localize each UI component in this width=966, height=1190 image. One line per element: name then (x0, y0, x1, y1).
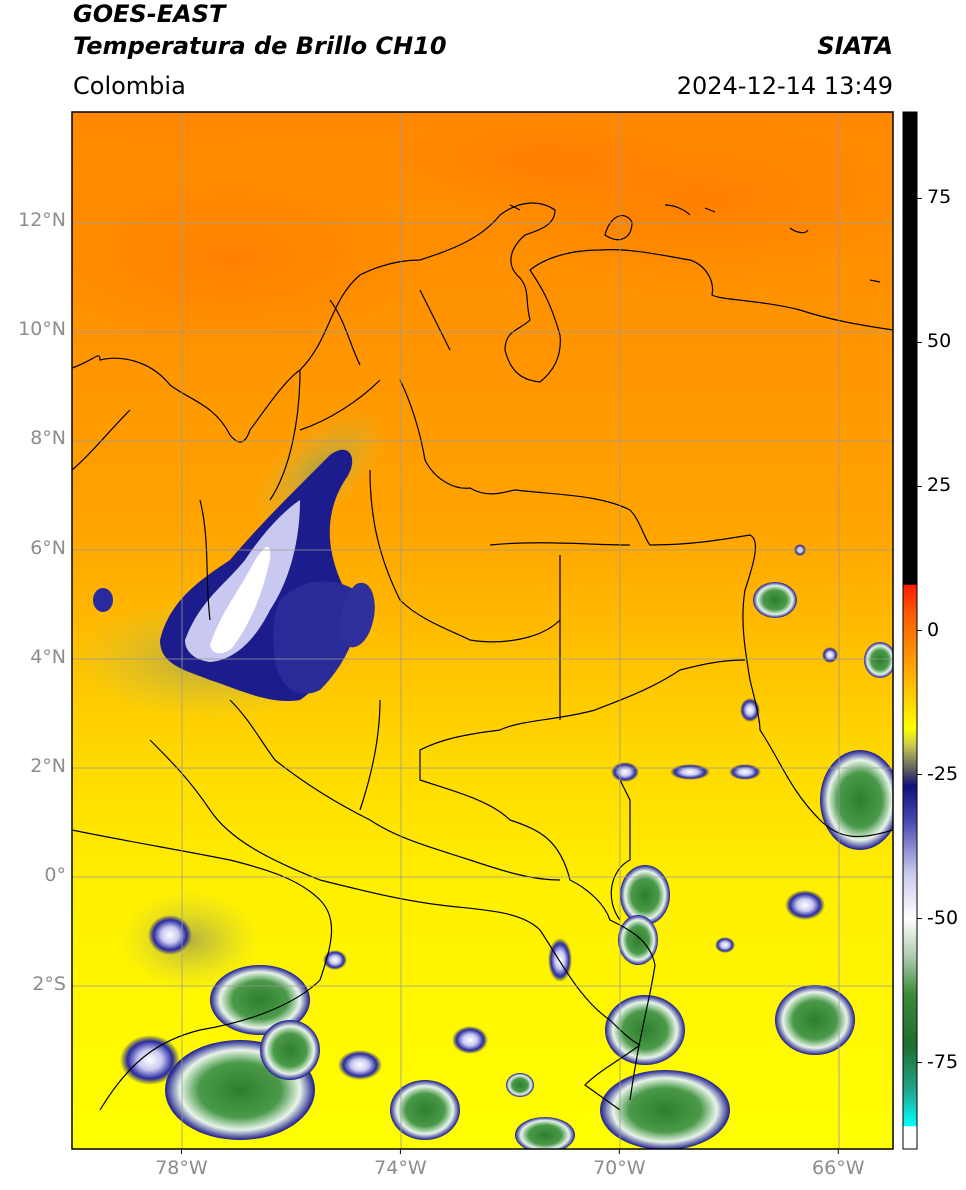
map-area (72, 112, 893, 1149)
colorbar-ticks (917, 197, 922, 1064)
lon-tick-label: 70°W (593, 1157, 646, 1179)
colorbar-tick-label: -50 (927, 906, 959, 929)
lon-tick-label: 78°W (155, 1157, 208, 1179)
country-borders (72, 202, 893, 1111)
title-product: Temperatura de Brillo CH10 (73, 32, 447, 60)
lat-tick-label: 2°S (32, 973, 66, 996)
colorbar-tick-label: 25 (927, 474, 952, 497)
lon-tick-label: 66°W (812, 1157, 865, 1179)
colorbar-tick-label: -25 (927, 762, 959, 785)
lat-tick-label: 8°N (30, 427, 66, 450)
lat-tick-label: 0° (44, 864, 66, 887)
lon-tick-label: 74°W (374, 1157, 427, 1179)
lat-tick-label: 6°N (30, 536, 66, 559)
colorbar (902, 111, 918, 1150)
lat-tick-label: 12°N (18, 209, 66, 232)
islands (509, 204, 881, 283)
lat-tick-label: 2°N (30, 754, 66, 777)
cloud-cells-southeast (548, 544, 893, 1149)
lon-tick-marks (180, 1149, 839, 1154)
title-satellite: GOES-EAST (73, 0, 226, 28)
colorbar-tick-label: -75 (927, 1050, 959, 1073)
colorbar-tick-label: 0 (927, 618, 940, 641)
map-frame (71, 111, 894, 1150)
colorbar-tick-label: 50 (927, 330, 952, 353)
lat-tick-label: 10°N (18, 318, 66, 341)
colorbar-tick-label: 75 (927, 186, 952, 209)
cloud-complex-andes (72, 410, 387, 720)
lat-tick-label: 4°N (30, 645, 66, 668)
cloud-cells-southwest (120, 890, 575, 1149)
title-timestamp: 2024-12-14 13:49 (676, 72, 893, 100)
title-agency: SIATA (817, 32, 893, 60)
title-region: Colombia (73, 72, 186, 100)
graticule (72, 112, 893, 1149)
